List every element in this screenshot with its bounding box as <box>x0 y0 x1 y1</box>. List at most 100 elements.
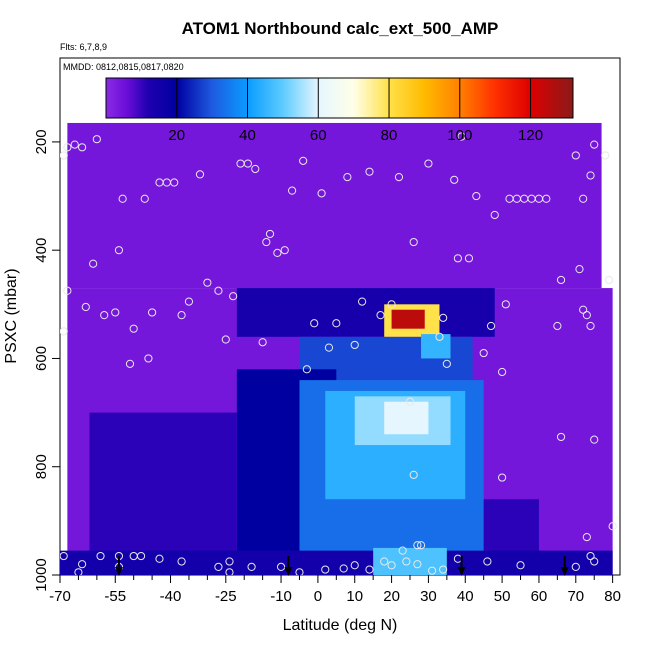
heatmap-cell <box>89 412 237 554</box>
sample-markers <box>60 132 617 575</box>
x-tick-label: -40 <box>160 588 182 605</box>
colorbar-gradient <box>105 77 574 119</box>
sample-point <box>258 338 267 347</box>
sample-point <box>203 278 212 287</box>
sample-point <box>498 473 507 482</box>
sample-point <box>428 566 437 575</box>
sample-point <box>490 210 499 220</box>
arrow-head <box>560 567 569 576</box>
sample-point <box>243 159 252 168</box>
colorbar-tick-label: 60 <box>310 127 327 144</box>
sample-point <box>516 561 525 570</box>
sample-point <box>380 557 389 566</box>
axes: -70 -55 -40 -25 -10 0 10 20 30 40 50 60 70 80 200 400 60… <box>33 129 621 605</box>
sample-point <box>170 178 179 187</box>
heatmap-cell <box>391 309 425 329</box>
sample-point <box>280 246 289 255</box>
sample-point <box>450 175 459 184</box>
sample-point <box>214 286 223 295</box>
sample-point <box>177 311 186 320</box>
x-tick-label: 20 <box>383 588 400 605</box>
heatmap-cell <box>483 499 539 554</box>
sample-point <box>350 561 359 570</box>
sample-point <box>221 335 230 344</box>
sample-point <box>556 275 566 285</box>
sample-point <box>453 254 462 263</box>
colorbar: 20 40 60 80 100 120 <box>105 77 574 144</box>
flights-label: Flts: 6,7,8,9 <box>60 42 107 52</box>
x-axis-label: Latitude (deg N) <box>283 617 398 634</box>
sample-point <box>111 308 120 317</box>
sample-point <box>409 470 418 479</box>
colorbar-tick-label: 80 <box>381 127 398 144</box>
sample-point <box>571 562 580 571</box>
sample-point <box>89 259 98 268</box>
sample-point <box>63 286 72 295</box>
sample-point <box>81 302 90 312</box>
sample-point <box>586 171 595 180</box>
sample-point <box>405 397 415 406</box>
sample-point <box>229 292 238 301</box>
colorbar-tick-label: 120 <box>518 127 543 144</box>
x-tick-label: 0 <box>314 588 322 605</box>
sample-point <box>114 246 124 255</box>
sample-point <box>604 275 614 285</box>
sample-point <box>394 172 404 182</box>
sample-point <box>486 321 496 331</box>
sample-point <box>78 143 87 152</box>
sample-point <box>498 367 507 377</box>
sample-point <box>556 432 566 442</box>
sample-point <box>424 159 433 168</box>
sample-point <box>582 311 591 320</box>
sample-point <box>324 343 334 352</box>
heatmap-cell <box>67 122 602 289</box>
sample-point <box>575 265 584 274</box>
arrow-head <box>114 567 123 576</box>
sample-point <box>608 522 617 531</box>
x-tick-label: 30 <box>420 588 437 605</box>
chart-title: ATOM1 Northbound calc_ext_500_AMP <box>182 19 499 38</box>
dates-annotation: MMDD: 0812,0815,0817,0820 <box>63 62 184 72</box>
heatmap-cell <box>236 288 495 337</box>
sample-point <box>96 551 105 561</box>
colorbar-tick-label: 40 <box>239 127 256 144</box>
sample-point <box>413 541 422 550</box>
sample-point <box>214 562 223 571</box>
heatmap-cell <box>384 401 429 435</box>
y-tick-label: 600 <box>33 346 50 371</box>
sample-point <box>553 321 562 331</box>
sample-point <box>350 340 359 350</box>
x-tick-label: 80 <box>604 588 621 605</box>
sample-point <box>416 541 426 550</box>
sample-point <box>582 533 591 542</box>
sample-point <box>295 568 304 575</box>
sample-point <box>590 140 599 149</box>
sample-point <box>365 167 374 176</box>
sample-point <box>225 557 234 566</box>
sample-point <box>125 359 135 368</box>
y-tick-label: 800 <box>33 454 50 479</box>
sample-point <box>310 319 319 328</box>
sample-point <box>343 172 352 182</box>
sample-point <box>74 568 83 575</box>
y-tick-label: 200 <box>33 129 50 154</box>
arrow-head <box>284 567 293 576</box>
sample-point <box>78 560 87 569</box>
sample-point <box>136 551 146 561</box>
x-tick-label: 50 <box>494 588 511 605</box>
sample-point <box>60 327 68 336</box>
sample-point <box>542 194 551 203</box>
sample-point <box>63 143 72 152</box>
sample-point <box>590 435 599 444</box>
sample-point <box>439 313 448 322</box>
sample-point <box>251 164 260 174</box>
sample-point <box>586 321 595 331</box>
sample-point <box>579 194 588 203</box>
sample-point <box>571 151 580 160</box>
sample-point <box>358 297 367 306</box>
sample-point <box>92 135 101 144</box>
sample-point <box>483 557 492 566</box>
x-tick-label: 40 <box>457 588 474 605</box>
sample-point <box>100 311 109 320</box>
